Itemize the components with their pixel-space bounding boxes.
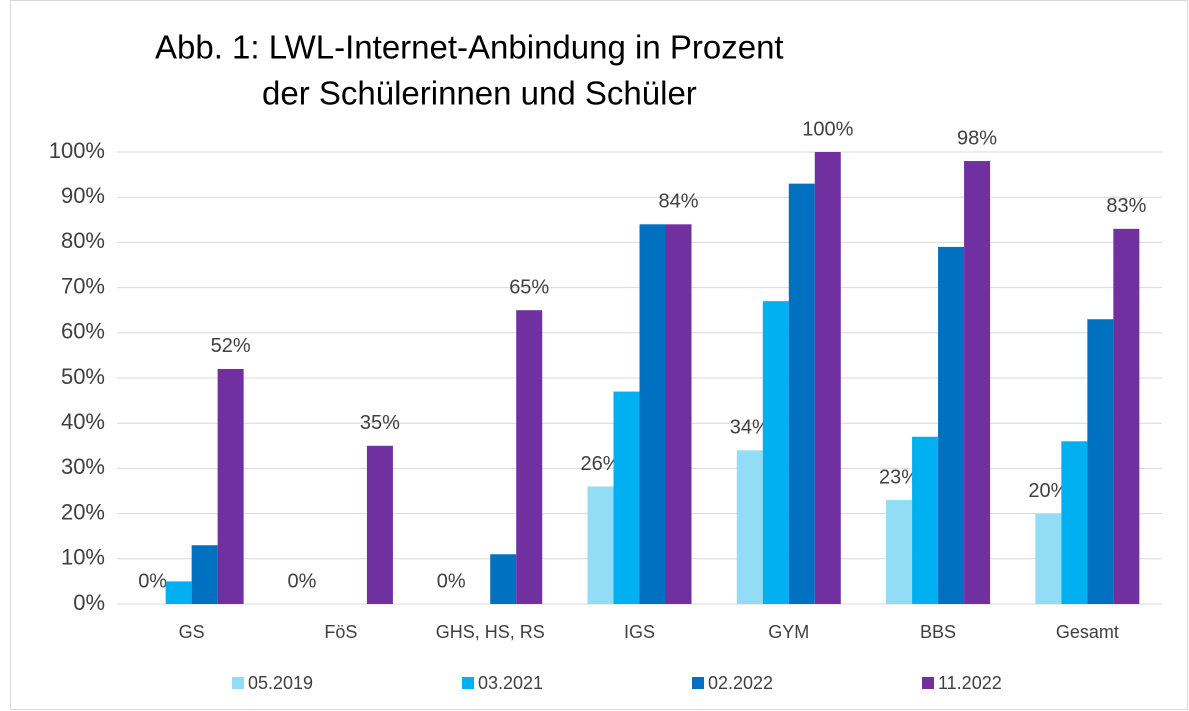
bar — [165, 581, 192, 604]
data-label: 52% — [211, 335, 251, 357]
data-label: 65% — [509, 276, 549, 298]
bar — [964, 161, 991, 605]
x-tick-label: FöS — [324, 622, 357, 642]
y-tick-label: 0% — [73, 590, 105, 615]
bar — [1087, 319, 1114, 604]
bar — [639, 224, 666, 604]
bar — [490, 554, 517, 604]
bar — [1035, 513, 1062, 604]
data-label: 0% — [138, 570, 167, 592]
legend-label: 03.2021 — [478, 673, 543, 693]
bar — [587, 486, 614, 604]
legend-swatch — [232, 677, 244, 689]
bar — [886, 500, 913, 604]
bar — [814, 152, 841, 604]
x-tick-label: IGS — [624, 622, 655, 642]
data-label: 100% — [802, 118, 853, 140]
data-label: 35% — [360, 412, 400, 434]
y-tick-label: 10% — [61, 545, 105, 570]
legend-label: 02.2022 — [708, 673, 773, 693]
bar — [1061, 441, 1088, 604]
legend-label: 11.2022 — [938, 673, 1002, 693]
y-tick-label: 90% — [61, 183, 105, 208]
bar — [191, 545, 218, 604]
bar — [788, 183, 815, 604]
y-tick-label: 20% — [61, 499, 105, 524]
data-label: 34% — [730, 417, 770, 439]
y-tick-label: 70% — [61, 273, 105, 298]
legend-label: 05.2019 — [248, 673, 313, 693]
y-tick-label: 80% — [61, 228, 105, 253]
data-label: 26% — [580, 453, 620, 475]
bar — [1113, 228, 1140, 604]
bar — [613, 391, 640, 604]
y-tick-label: 30% — [61, 454, 105, 479]
x-tick-label: GYM — [768, 622, 809, 642]
y-tick-label: 100% — [49, 138, 105, 163]
bar — [762, 301, 789, 604]
bar — [736, 450, 763, 604]
bar — [516, 310, 543, 604]
bar — [366, 445, 393, 604]
legend-swatch — [692, 677, 704, 689]
x-tick-label: GS — [179, 622, 205, 642]
y-tick-label: 60% — [61, 319, 105, 344]
bar — [912, 436, 939, 604]
data-label: 0% — [287, 570, 316, 592]
legend-swatch — [922, 677, 934, 689]
legend-swatch — [462, 677, 474, 689]
x-tick-label: GHS, HS, RS — [436, 622, 545, 642]
data-label: 20% — [1028, 480, 1068, 502]
data-label: 98% — [957, 127, 997, 149]
bar — [938, 246, 965, 605]
chart-title: der Schülerinnen und Schüler — [262, 75, 697, 112]
y-tick-label: 50% — [61, 364, 105, 389]
chart-border — [10, 0, 1188, 710]
data-label: 84% — [658, 191, 698, 213]
y-tick-label: 40% — [61, 409, 105, 434]
data-label: 0% — [437, 570, 466, 592]
data-label: 83% — [1106, 195, 1146, 217]
bar — [217, 368, 244, 604]
data-label: 23% — [879, 466, 919, 488]
chart-title: Abb. 1: LWL-Internet-Anbindung in Prozen… — [155, 29, 784, 66]
bar — [665, 224, 692, 604]
x-tick-label: BBS — [920, 622, 956, 642]
x-tick-label: Gesamt — [1056, 622, 1119, 642]
